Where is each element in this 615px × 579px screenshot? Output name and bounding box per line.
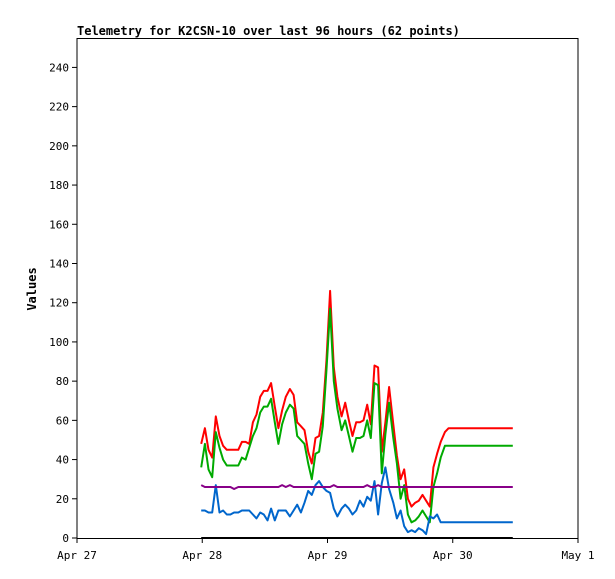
x-tick-label: Apr 27: [57, 549, 97, 562]
y-tick-label: 80: [56, 375, 69, 388]
y-tick-label: 220: [49, 101, 69, 114]
y-tick-label: 100: [49, 336, 69, 349]
series-line-1: [200, 289, 513, 508]
y-tick-label: 200: [49, 140, 69, 153]
y-tick-label: 160: [49, 218, 69, 231]
x-tick-label: Apr 29: [308, 549, 348, 562]
series-line-3: [201, 466, 513, 536]
y-tick-label: 120: [49, 297, 69, 310]
y-axis-label: Values: [25, 267, 39, 310]
y-tick-label: 140: [49, 257, 69, 270]
y-tick-label: 180: [49, 179, 69, 192]
series-line-2: [200, 307, 513, 524]
y-tick-label: 0: [62, 532, 69, 545]
plot-frame: [76, 38, 579, 539]
x-tick-label: May 1: [561, 549, 594, 562]
y-axis: 0 20 40 60 80 100 120 140 160 180 200 220 240: [49, 61, 77, 545]
y-tick-label: 240: [49, 61, 69, 74]
x-axis: Apr 27 Apr 28 Apr 29 Apr 30 May 1: [57, 538, 595, 562]
series-line-4: [200, 484, 513, 490]
y-tick-label: 40: [56, 454, 69, 467]
x-tick-label: Apr 30: [433, 549, 473, 562]
y-tick-label: 60: [56, 414, 69, 427]
chart-title: Telemetry for K2CSN-10 over last 96 hour…: [77, 24, 460, 38]
series-layer: [200, 289, 513, 539]
x-tick-label: Apr 28: [182, 549, 222, 562]
y-tick-label: 20: [56, 493, 69, 506]
